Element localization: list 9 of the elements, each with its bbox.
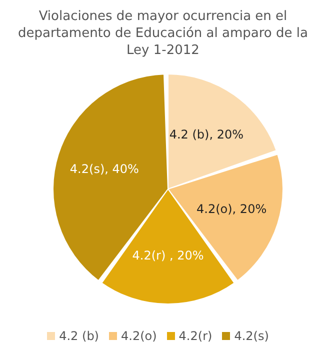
data-label: 4.2(s), 40%: [70, 162, 139, 176]
legend-label: 4.2(s): [234, 329, 269, 343]
legend-label: 4.2(o): [121, 329, 157, 343]
legend-label: 4.2(r): [178, 329, 212, 343]
chart-title: Violaciones de mayor ocurrencia en el departamento de Educación al amparo de la Ley 1-2012: [17, 8, 309, 59]
data-label: 4.2 (b), 20%: [169, 127, 244, 142]
data-label: 4.2(r) , 20%: [132, 248, 204, 263]
data-label: 4.2(o), 20%: [196, 202, 267, 216]
legend-label: 4.2 (b): [59, 329, 99, 343]
